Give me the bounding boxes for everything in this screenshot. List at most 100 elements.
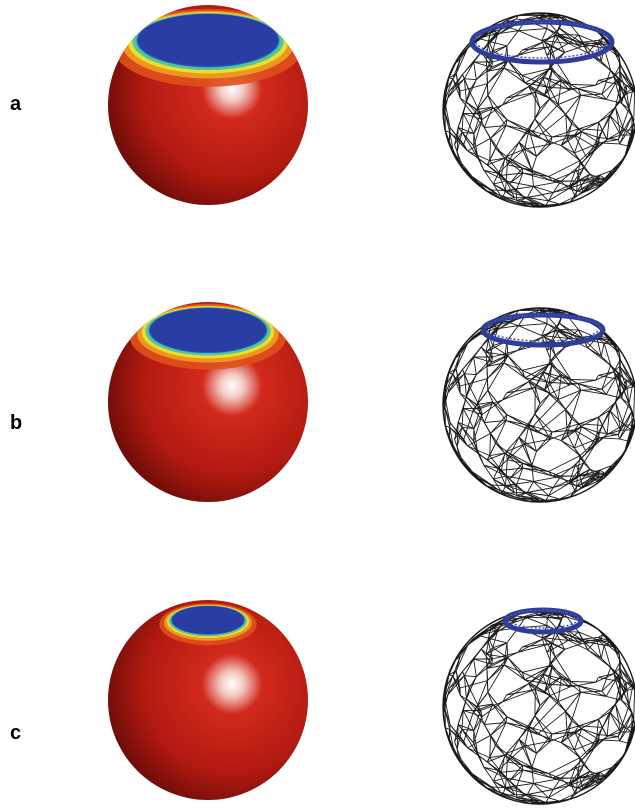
mesh-edge <box>507 120 533 132</box>
mesh-edge <box>581 95 607 99</box>
mesh-edge <box>599 140 618 143</box>
mesh-edge <box>549 88 558 105</box>
mesh-edge <box>549 383 558 400</box>
mesh-edge <box>477 95 488 109</box>
mesh-edge <box>587 623 598 629</box>
mesh-edge <box>555 649 565 657</box>
mesh-edge <box>565 47 581 53</box>
mesh-edge <box>618 435 619 439</box>
mesh-edge <box>469 80 476 91</box>
mesh-edge <box>501 468 523 470</box>
mesh-edge <box>599 122 603 130</box>
mesh-edge <box>474 62 477 80</box>
mesh-edge <box>516 486 517 495</box>
mesh-edge <box>503 684 529 702</box>
mesh-edge <box>516 191 517 200</box>
mesh-edge <box>506 92 535 98</box>
mesh-edge <box>620 144 628 146</box>
mesh-edge <box>507 415 533 427</box>
mesh-edge <box>532 156 537 170</box>
mesh-edge <box>606 374 618 395</box>
mesh-edge <box>518 326 541 336</box>
mesh-edge <box>545 390 566 410</box>
mesh-edge <box>468 735 491 748</box>
mesh-edge <box>490 745 496 757</box>
mesh-edge <box>484 126 506 128</box>
mesh-edge <box>484 423 490 434</box>
mesh-edge <box>469 677 476 688</box>
mesh-edge <box>474 357 477 375</box>
figure: abc <box>0 0 635 807</box>
mesh-edge <box>501 770 523 772</box>
mesh-edge <box>469 386 480 408</box>
mesh-edge <box>606 79 618 100</box>
mesh-edge <box>493 476 506 479</box>
mesh-edge <box>550 363 570 385</box>
mesh-edge <box>525 741 551 746</box>
mesh-edge <box>491 421 506 434</box>
mesh-edge <box>484 725 490 736</box>
mesh-edge <box>533 400 558 427</box>
mesh-edge <box>545 692 566 712</box>
mesh-edge <box>477 84 487 110</box>
mesh-edge <box>507 460 532 466</box>
mesh-edge <box>518 31 541 41</box>
mesh-edge <box>532 451 537 465</box>
mesh-edge <box>508 658 522 673</box>
mesh-edge <box>488 363 504 390</box>
mesh-edge <box>579 726 602 728</box>
cap <box>114 9 303 87</box>
mesh-edge <box>549 496 560 499</box>
mesh-edge <box>599 719 603 727</box>
mesh-edge <box>599 674 614 678</box>
mesh-edge <box>620 741 628 743</box>
mesh-edge <box>601 343 604 356</box>
mesh-edge <box>549 201 560 204</box>
mesh-edge <box>508 356 525 378</box>
mesh-edge <box>477 390 488 404</box>
mesh-edge <box>518 42 544 56</box>
mesh-edge <box>463 75 465 79</box>
mesh-edge <box>489 638 507 643</box>
mesh-edge <box>468 138 491 151</box>
mesh-edge <box>490 433 491 455</box>
mesh-edge <box>572 692 581 720</box>
mesh-edge <box>507 762 532 768</box>
mesh-edge <box>561 441 580 456</box>
mesh-edge <box>490 735 491 757</box>
mesh-edge <box>599 77 614 81</box>
mesh-edge <box>484 128 490 139</box>
mesh-edge <box>549 456 580 472</box>
cap-band <box>150 308 266 352</box>
mesh-edge <box>540 99 550 109</box>
mesh-edge <box>522 168 548 176</box>
mesh-edge <box>579 424 602 426</box>
mesh-edge <box>460 393 477 404</box>
mesh-edge <box>496 126 506 149</box>
mesh-edge <box>525 665 552 680</box>
mesh-edge <box>581 692 607 696</box>
mesh-edge <box>518 639 544 653</box>
mesh-edge <box>490 443 496 455</box>
mesh-edge <box>601 645 604 658</box>
mesh-edge <box>468 433 491 446</box>
mesh-edge <box>620 439 628 441</box>
mesh-edge <box>540 696 550 706</box>
mesh-edge <box>535 414 551 439</box>
mesh-edge <box>503 92 536 105</box>
mesh-edge <box>525 617 547 625</box>
page: abc (() => { const data = JSON.parse(doc… <box>0 0 635 807</box>
mesh-edge <box>519 739 537 753</box>
mesh-edge <box>501 173 523 175</box>
mesh-edge <box>507 165 532 171</box>
mesh-edge <box>503 87 529 105</box>
mesh-edge <box>550 665 570 687</box>
panel: b <box>10 302 635 502</box>
mesh-edge <box>506 165 507 181</box>
cap <box>130 304 287 370</box>
mesh-edge <box>460 98 477 109</box>
mesh-edge <box>493 107 507 120</box>
mesh-edge <box>618 140 619 144</box>
mesh-edge <box>558 677 561 702</box>
mesh-edge <box>525 363 552 378</box>
